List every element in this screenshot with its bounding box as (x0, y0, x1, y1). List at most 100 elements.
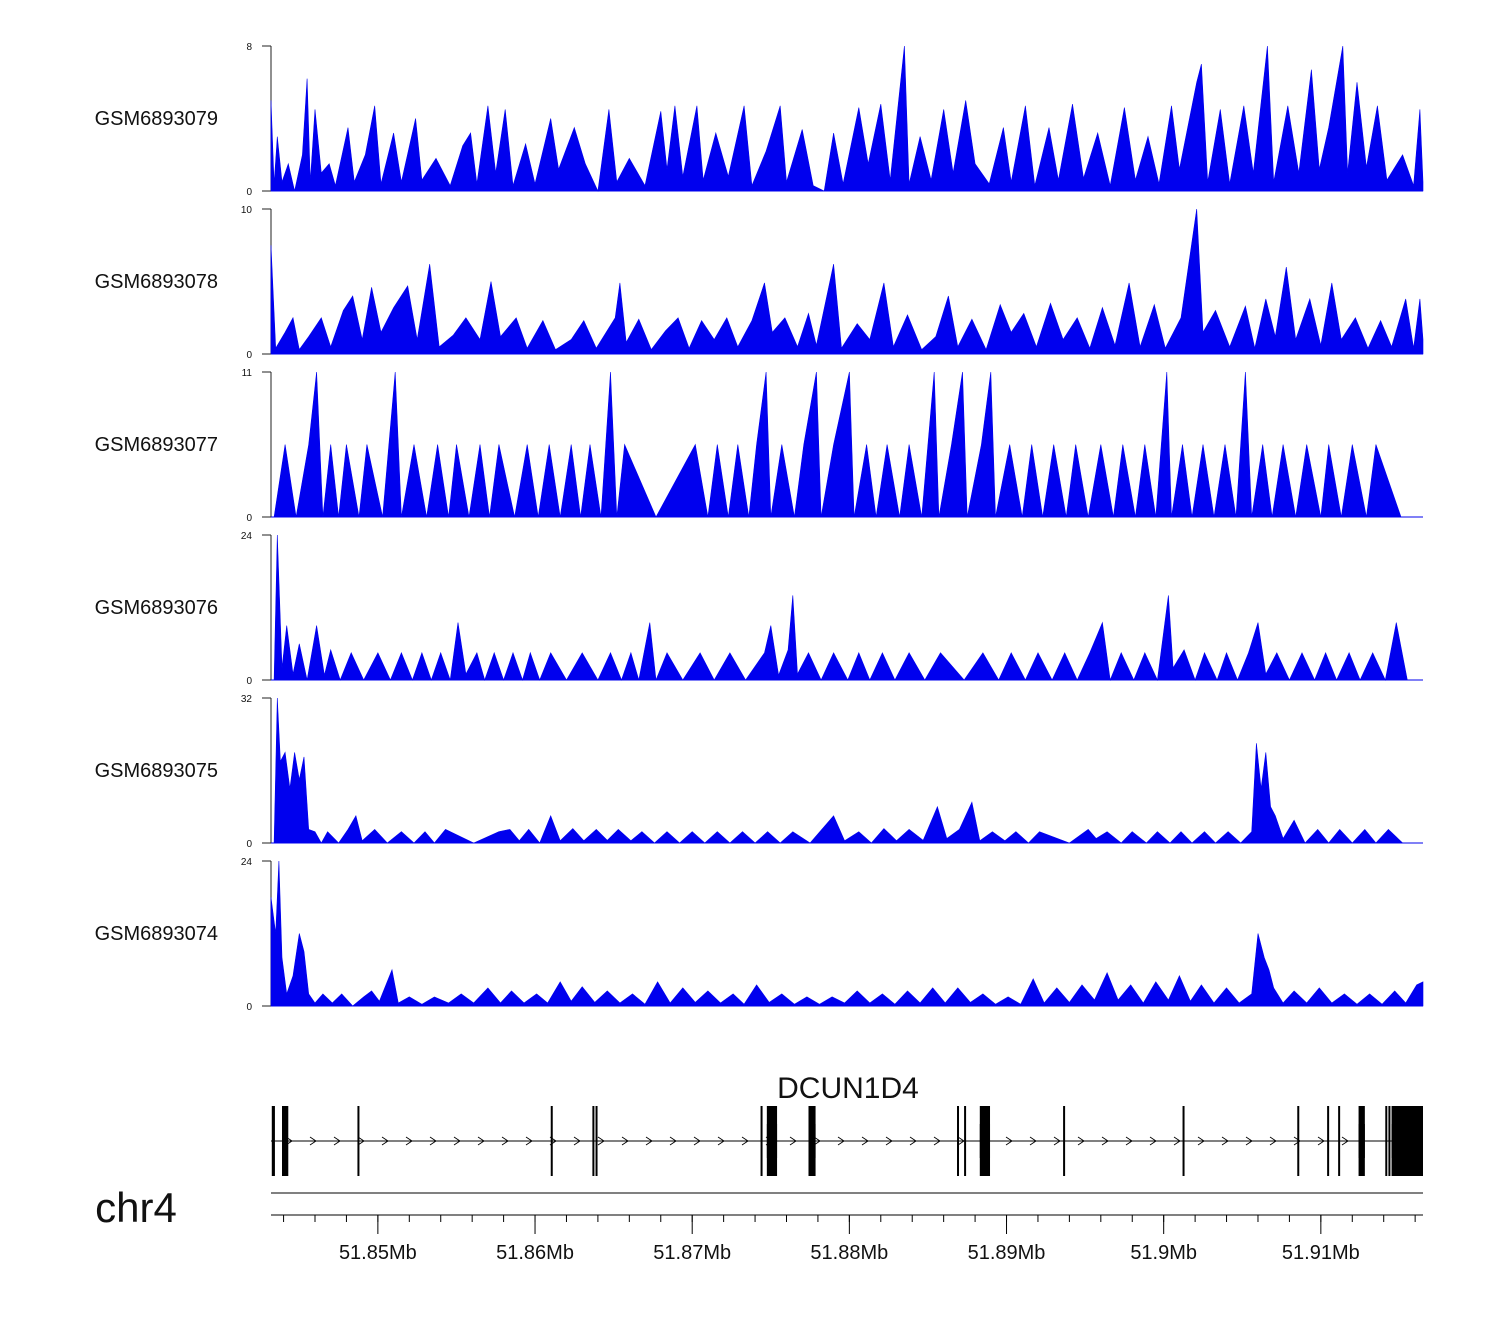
exon-line (592, 1106, 595, 1176)
exon-box (1391, 1124, 1423, 1158)
y-axis-max-label: 24 (241, 857, 253, 868)
coverage-area (273, 697, 1404, 844)
strand-arrow (477, 1136, 485, 1146)
track-GSM6893075: GSM6893075 32 0 (95, 694, 1423, 850)
coverage-area (273, 534, 1408, 682)
track-name-label: GSM6893077 (95, 434, 218, 456)
y-axis-max-label: 24 (241, 531, 253, 542)
exon-line (1297, 1106, 1300, 1176)
chromosome-label: chr4 (95, 1184, 177, 1231)
exon-box (808, 1124, 816, 1158)
track-name-label: GSM6893076 (95, 597, 218, 619)
y-axis-min-label: 0 (246, 676, 252, 687)
track-GSM6893076: GSM6893076 24 0 (95, 531, 1423, 687)
exon-line (964, 1106, 967, 1176)
track-name-label: GSM6893074 (95, 923, 218, 945)
x-axis-tick-label: 51.87Mb (653, 1242, 731, 1264)
strand-arrow (429, 1136, 437, 1146)
strand-arrow (789, 1136, 797, 1146)
coverage-area (273, 371, 1402, 518)
track-name-label: GSM6893079 (95, 108, 218, 130)
strand-arrow (1269, 1136, 1277, 1146)
strand-arrow (813, 1136, 821, 1146)
strand-arrow (1125, 1136, 1133, 1146)
strand-arrow (453, 1136, 461, 1146)
strand-arrow (333, 1136, 341, 1146)
strand-arrow (381, 1136, 389, 1146)
y-axis-max-label: 32 (241, 694, 253, 705)
y-axis-min-label: 0 (246, 839, 252, 850)
strand-arrow (1005, 1136, 1013, 1146)
strand-arrow (1293, 1136, 1301, 1146)
strand-arrow (1053, 1136, 1061, 1146)
strand-arrow (933, 1136, 941, 1146)
strand-arrow (741, 1136, 749, 1146)
strand-arrow (525, 1136, 533, 1146)
strand-arrow (357, 1136, 365, 1146)
coverage-tracks: GSM689307980GSM6893078100GSM6893077110GS… (95, 42, 1424, 1013)
y-axis-min-label: 0 (246, 350, 252, 361)
y-axis-min-label: 0 (246, 187, 252, 198)
strand-arrow (1077, 1136, 1085, 1146)
exon-line (1063, 1106, 1066, 1176)
strand-arrow (597, 1136, 605, 1146)
strand-arrow (501, 1136, 509, 1146)
y-axis-max-label: 10 (241, 205, 253, 216)
strand-arrow (861, 1136, 869, 1146)
y-axis-min-label: 0 (246, 1002, 252, 1013)
coverage-area (270, 860, 1424, 1007)
strand-arrow (1101, 1136, 1109, 1146)
exon-line (271, 1106, 275, 1176)
strand-arrow (1341, 1136, 1349, 1146)
exon-line (1388, 1106, 1391, 1176)
y-axis-max-label: 11 (242, 368, 253, 379)
x-axis-tick-label: 51.86Mb (496, 1242, 574, 1264)
strand-arrow (1149, 1136, 1157, 1146)
strand-arrow (645, 1136, 653, 1146)
y-axis-min-label: 0 (246, 513, 252, 524)
gene-name-label: DCUN1D4 (777, 1072, 919, 1105)
strand-arrow (1197, 1136, 1205, 1146)
exon-line (550, 1106, 553, 1176)
strand-arrow (1221, 1136, 1229, 1146)
exon-line (282, 1106, 289, 1176)
y-axis-max-label: 8 (246, 42, 252, 53)
exon-line (1385, 1106, 1388, 1176)
gene-model-track: DCUN1D4 (271, 1072, 1423, 1176)
exon-line (1327, 1106, 1330, 1176)
exon-box (766, 1124, 778, 1158)
exon-box (1358, 1124, 1365, 1158)
strand-arrow (1029, 1136, 1037, 1146)
strand-arrow (573, 1136, 581, 1146)
track-GSM6893074: GSM6893074 24 0 (95, 857, 1424, 1013)
x-axis-tick-label: 51.9Mb (1130, 1242, 1197, 1264)
exon-line (1338, 1106, 1341, 1176)
exon-line (595, 1106, 598, 1176)
strand-arrow (837, 1136, 845, 1146)
x-axis-tick-label: 51.89Mb (968, 1242, 1046, 1264)
strand-arrow (309, 1136, 317, 1146)
strand-arrow (909, 1136, 917, 1146)
strand-arrow (405, 1136, 413, 1146)
strand-arrow (885, 1136, 893, 1146)
strand-arrow (957, 1136, 965, 1146)
exon-line (1182, 1106, 1185, 1176)
exon-line (957, 1106, 960, 1176)
exon-line (357, 1106, 360, 1176)
strand-arrow (693, 1136, 701, 1146)
x-axis-tick-label: 51.88Mb (810, 1242, 888, 1264)
exon-box (979, 1124, 991, 1158)
track-name-label: GSM6893078 (95, 271, 218, 293)
track-GSM6893079: GSM6893079 8 0 (95, 42, 1424, 198)
exon-line (760, 1106, 763, 1176)
x-axis-tick-label: 51.85Mb (339, 1242, 417, 1264)
track-GSM6893078: GSM6893078 10 0 (95, 205, 1424, 361)
x-axis-tick-label: 51.91Mb (1282, 1242, 1360, 1264)
strand-arrow (1173, 1136, 1181, 1146)
strand-arrow (669, 1136, 677, 1146)
coverage-area (270, 208, 1424, 355)
strand-arrow (717, 1136, 725, 1146)
strand-arrow (621, 1136, 629, 1146)
genomic-axis: chr4 51.85Mb 51.86Mb 51.87Mb 51.88Mb 51.89Mb… (95, 1184, 1423, 1264)
